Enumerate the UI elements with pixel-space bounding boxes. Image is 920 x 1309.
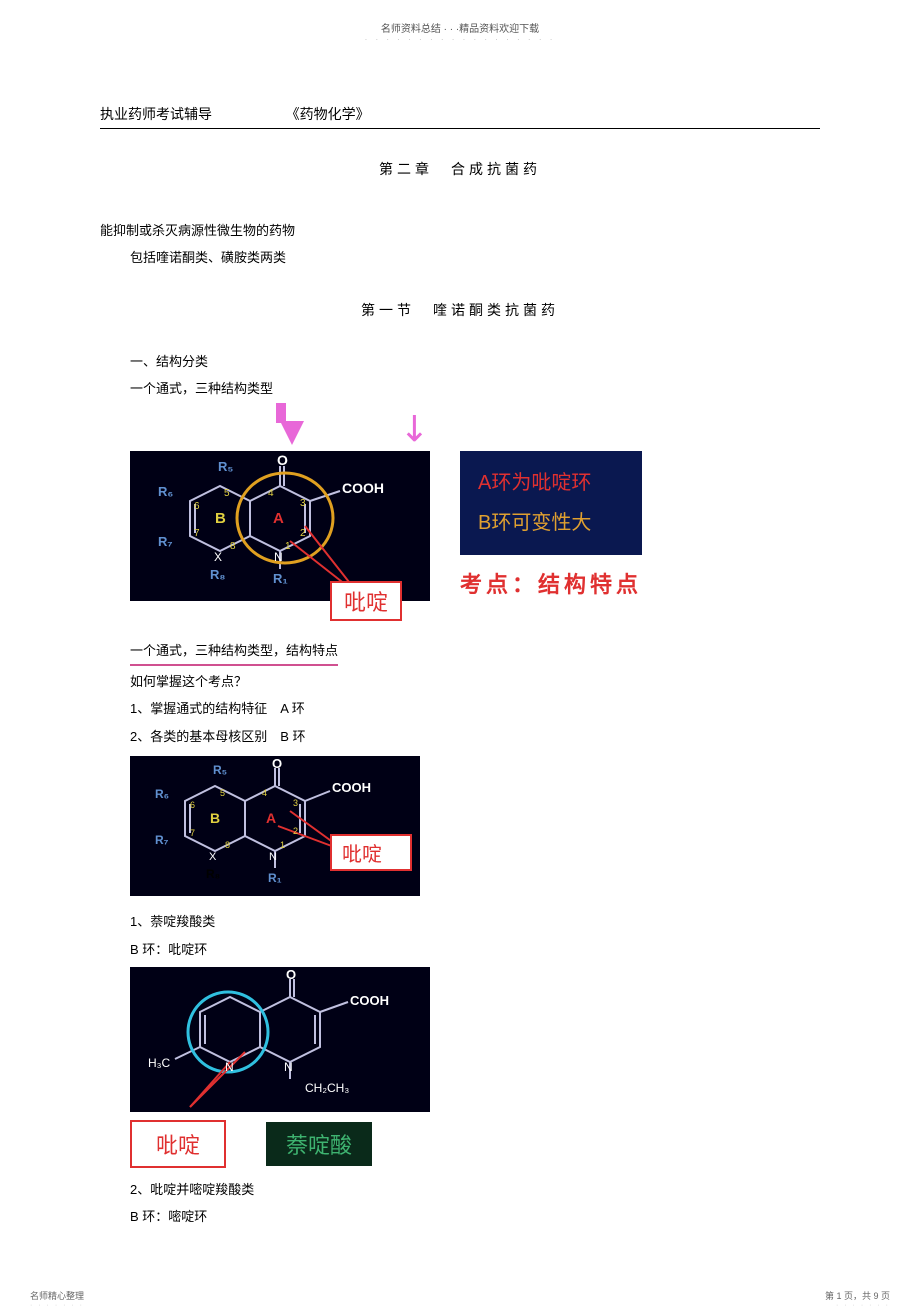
molecule-svg-3: O COOH H₃C N N CH₂CH₃ [130,967,430,1112]
svg-text:R₇: R₇ [155,833,169,847]
svg-text:R₈: R₈ [210,567,225,582]
s1-heading: 一、结构分类 [100,350,820,373]
svg-text:3: 3 [293,798,298,808]
svg-text:2: 2 [300,528,306,539]
svg-text:N: N [274,550,283,564]
header-top-text: 名师资料总结 · · ·精品资料欢迎下载 [0,0,920,35]
intro-line2: 包括喹诺酮类、磺胺类两类 [100,246,820,269]
header-dots: · · · · · · · · · · · · · · · · · · [0,35,920,44]
svg-text:H₃C: H₃C [148,1056,171,1070]
svg-text:COOH: COOH [342,480,384,496]
svg-text:O: O [286,967,296,982]
svg-text:7: 7 [190,828,195,838]
svg-text:R₆: R₆ [158,484,173,499]
type1-sub: B 环：吡啶环 [100,938,820,961]
section1-title: 第一节 喹诺酮类抗菌药 [100,300,820,320]
svg-text:R₈: R₈ [206,867,220,881]
title-row: 执业药师考试辅导 《药物化学》 [100,104,820,129]
svg-text:R₁: R₁ [268,871,282,885]
svg-text:R₁: R₁ [273,571,288,586]
svg-text:4: 4 [262,788,267,798]
underlined-summary: 一个通式，三种结构类型，结构特点 [100,639,820,666]
footer-right: 第 1 页，共 9 页 · · · · · · · [825,1289,890,1309]
svg-text:8: 8 [230,541,236,552]
svg-text:7: 7 [194,528,200,539]
svg-text:O: O [272,756,282,771]
callout-pyridine-3: 吡啶 [130,1120,226,1168]
annotation-line-b: B环可变性大 [478,503,624,543]
svg-text:COOH: COOH [350,993,389,1008]
callout-pyridine-1: 吡啶 [330,581,402,621]
figure1-row: ↘ [100,411,820,601]
svg-text:COOH: COOH [332,780,371,795]
figure1-container: ↘ [130,411,430,601]
svg-text:1: 1 [280,840,285,850]
svg-text:6: 6 [190,800,195,810]
molecule-svg-2: R₅ R₆ R₇ R₈ R₁ O COOH B A X N 5 6 7 8 1 … [130,756,420,896]
callout-pyridine-2: 吡啶 [330,834,412,871]
svg-text:4: 4 [268,488,274,499]
callout-nalidixic: 萘啶酸 [266,1122,372,1166]
point-2: 2、各类的基本母核区别 B 环 [100,725,820,748]
svg-text:8: 8 [225,840,230,850]
keypoint-text: 考点：结构特点 [460,567,642,599]
svg-text:1: 1 [285,541,291,552]
svg-text:A: A [273,510,284,527]
svg-text:R₅: R₅ [218,459,233,474]
footer-left: 名师精心整理 · · · · · · · [30,1289,84,1309]
annotation-column: A环为吡啶环 B环可变性大 考点：结构特点 [460,451,642,599]
svg-text:N: N [284,1060,293,1074]
svg-text:5: 5 [224,488,230,499]
svg-text:3: 3 [300,498,306,509]
structure-diagram-1: R₅ R₆ R₇ R₈ R₁ O COOH B A X N 5 6 7 8 1 [130,451,430,601]
s1-sub: 一个通式，三种结构类型 [100,377,820,400]
question-line: 如何掌握这个考点？ [100,670,820,693]
point-1: 1、掌握通式的结构特征 A 环 [100,697,820,720]
svg-text:CH₂CH₃: CH₂CH₃ [305,1081,349,1095]
svg-text:R₆: R₆ [155,787,169,801]
title-right: 《药物化学》 [286,104,370,124]
intro-line1: 能抑制或杀灭病源性微生物的药物 [100,219,820,242]
svg-text:B: B [215,510,226,527]
structure-diagram-3: O COOH H₃C N N CH₂CH₃ [130,967,430,1112]
molecule-svg-1: R₅ R₆ R₇ R₈ R₁ O COOH B A X N 5 6 7 8 1 [130,451,430,601]
page-content: 执业药师考试辅导 《药物化学》 第二章 合成抗菌药 能抑制或杀灭病源性微生物的药… [0,44,920,1229]
title-left: 执业药师考试辅导 [100,104,212,124]
svg-text:N: N [269,851,277,863]
svg-text:R₅: R₅ [213,763,227,777]
svg-text:6: 6 [194,501,200,512]
arrow-diag-icon: ↘ [390,401,441,452]
arrow-down-icon [280,421,304,445]
svg-text:N: N [225,1060,234,1074]
svg-text:R₇: R₇ [158,534,173,549]
svg-text:A: A [266,810,276,826]
svg-text:X: X [209,851,217,863]
chapter-title: 第二章 合成抗菌药 [100,159,820,179]
structure-diagram-2: R₅ R₆ R₇ R₈ R₁ O COOH B A X N 5 6 7 8 1 … [130,756,420,896]
type2-sub: B 环：嘧啶环 [100,1205,820,1228]
svg-text:O: O [277,452,288,468]
type1-title: 1、萘啶羧酸类 [100,910,820,933]
annotation-box-1: A环为吡啶环 B环可变性大 [460,451,642,555]
annotation-line-a: A环为吡啶环 [478,463,624,503]
type2-title: 2、吡啶并嘧啶羧酸类 [100,1178,820,1201]
svg-text:5: 5 [220,788,225,798]
svg-text:X: X [214,550,222,564]
svg-text:B: B [210,810,220,826]
svg-text:2: 2 [293,826,298,836]
